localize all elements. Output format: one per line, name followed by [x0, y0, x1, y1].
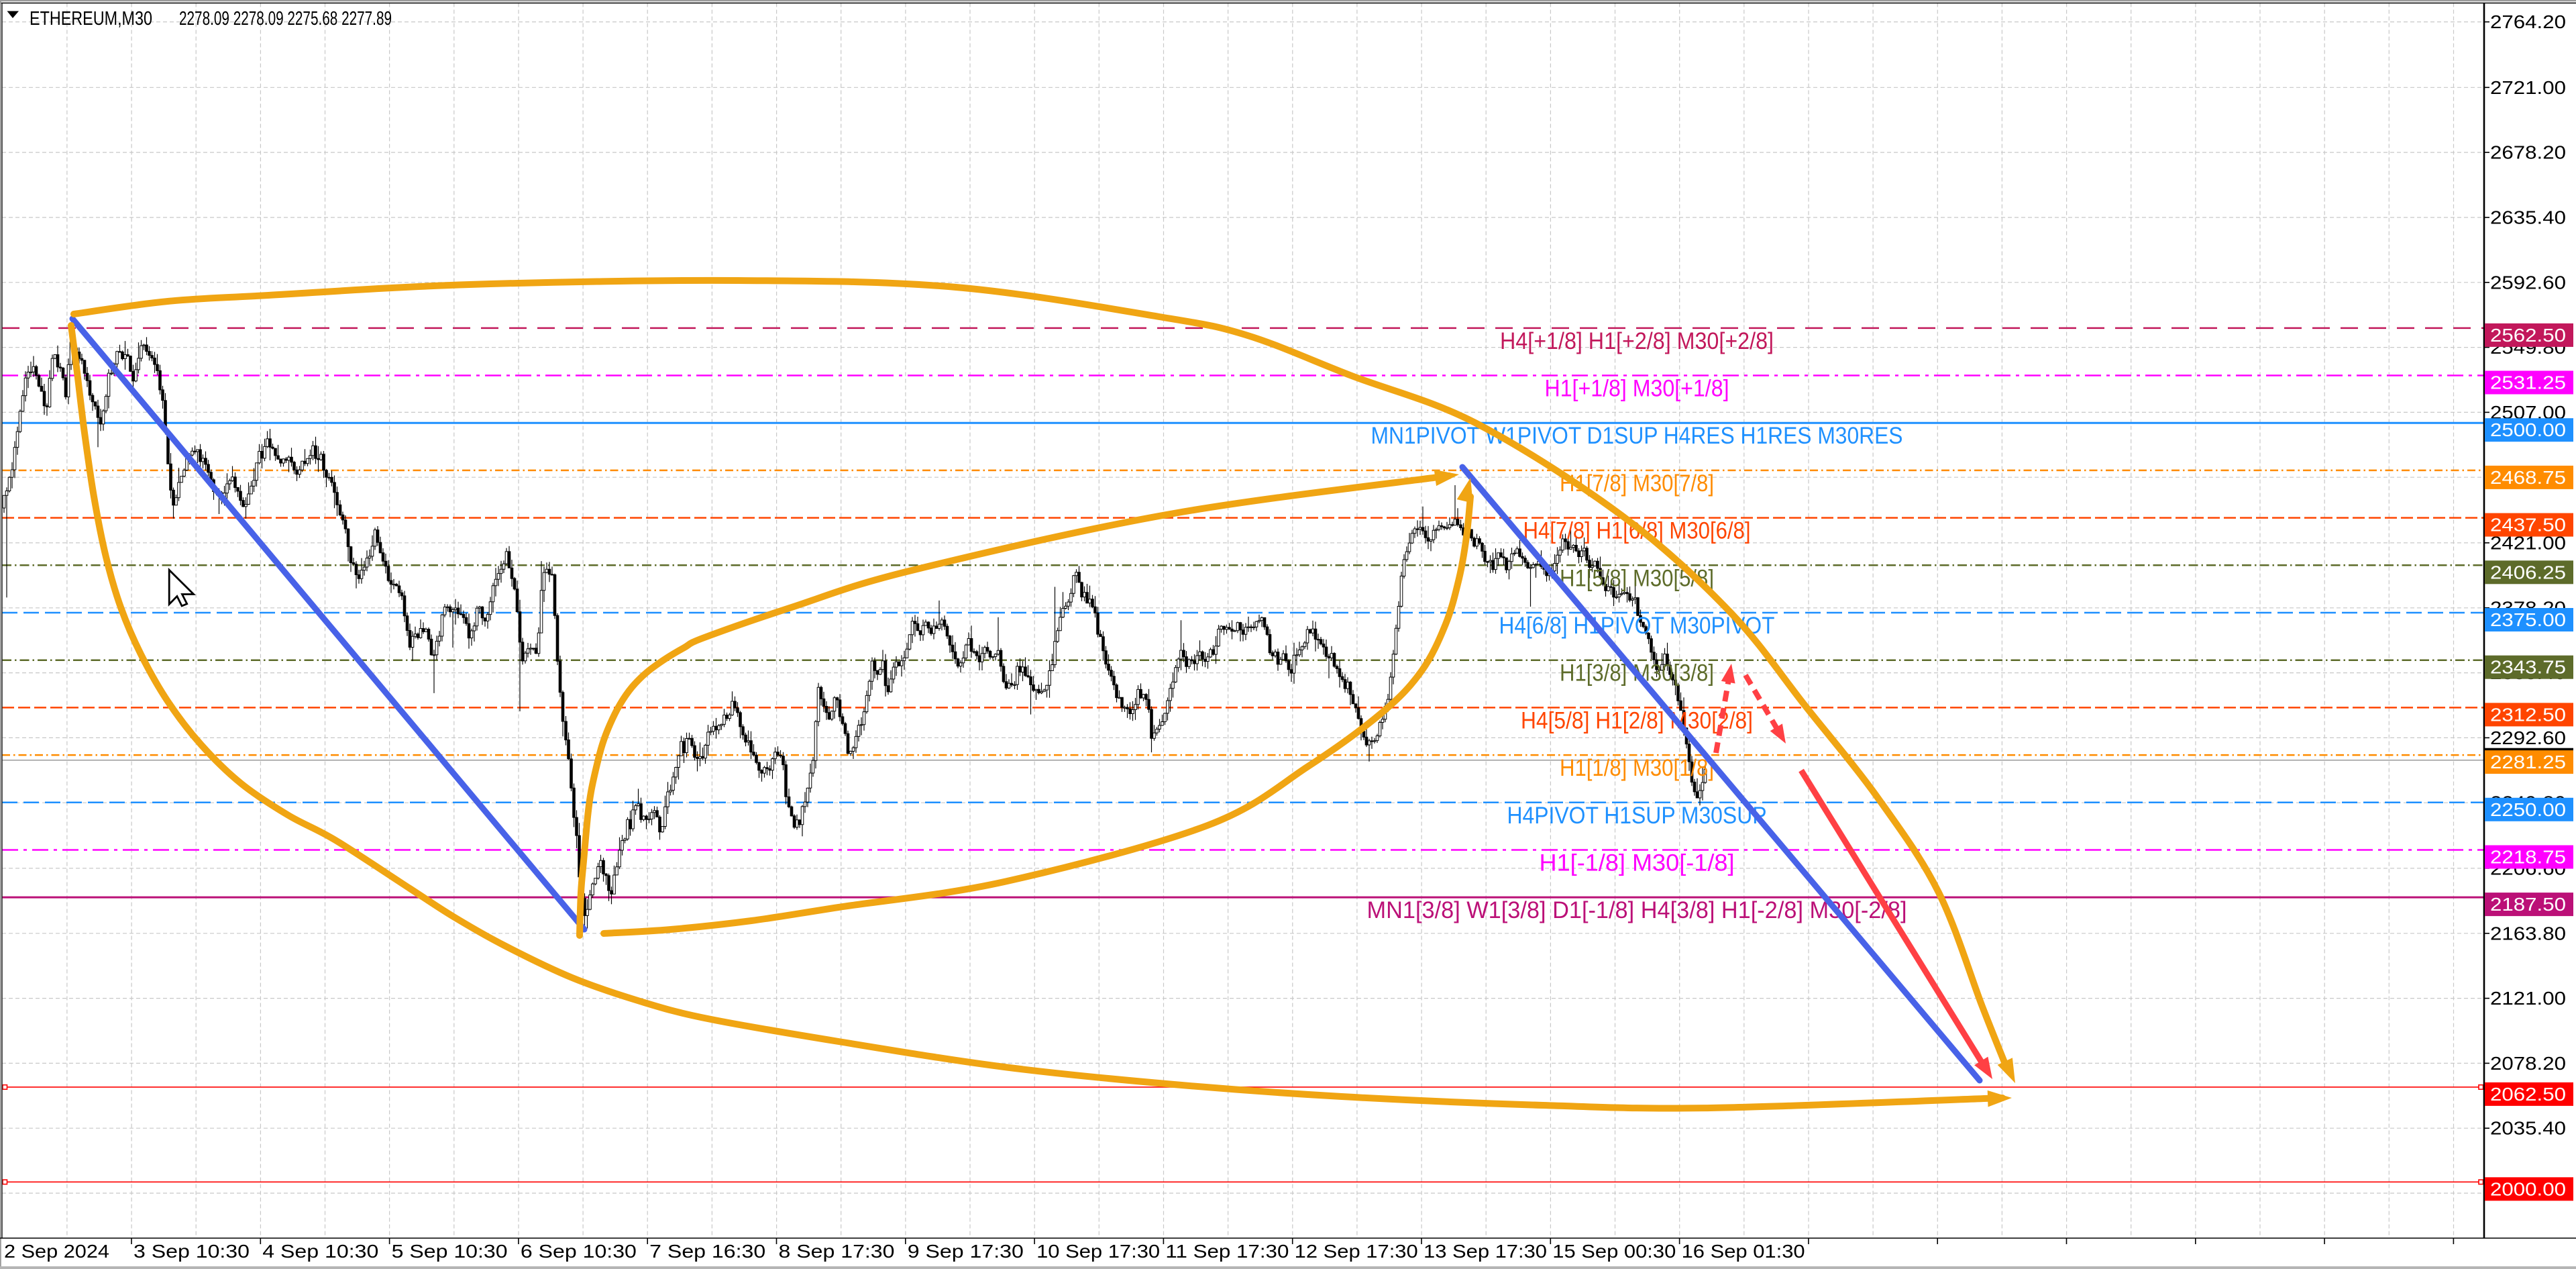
svg-text:2678.20: 2678.20: [2490, 142, 2566, 163]
svg-text:2278.09 2278.09 2275.68 2277.8: 2278.09 2278.09 2275.68 2277.89: [179, 8, 392, 30]
svg-text:MN1[3/8] W1[3/8] D1[-1/8] H4[3: MN1[3/8] W1[3/8] D1[-1/8] H4[3/8] H1[-2/…: [1367, 897, 1907, 923]
svg-text:H4[+1/8] H1[+2/8] M30[+2/8]: H4[+1/8] H1[+2/8] M30[+2/8]: [1500, 328, 1774, 354]
svg-text:H4PIVOT H1SUP M30SUP: H4PIVOT H1SUP M30SUP: [1507, 803, 1767, 829]
svg-text:2187.50: 2187.50: [2490, 894, 2566, 915]
svg-text:2562.50: 2562.50: [2490, 325, 2566, 346]
svg-text:2062.50: 2062.50: [2490, 1084, 2566, 1105]
svg-text:H4[5/8] H1[2/8] M30[2/8]: H4[5/8] H1[2/8] M30[2/8]: [1521, 707, 1753, 733]
svg-text:6 Sep 10:30: 6 Sep 10:30: [521, 1241, 637, 1262]
svg-text:2 Sep 2024: 2 Sep 2024: [4, 1241, 109, 1262]
svg-text:2078.20: 2078.20: [2490, 1053, 2566, 1074]
svg-text:MN1PIVOT W1PIVOT D1SUP H4RES H: MN1PIVOT W1PIVOT D1SUP H4RES H1RES M30RE…: [1371, 423, 1903, 449]
svg-text:2312.50: 2312.50: [2490, 704, 2566, 725]
svg-text:ETHEREUM,M30: ETHEREUM,M30: [30, 8, 152, 30]
svg-text:5 Sep 10:30: 5 Sep 10:30: [392, 1241, 508, 1262]
svg-text:7 Sep 16:30: 7 Sep 16:30: [649, 1241, 765, 1262]
svg-text:2250.00: 2250.00: [2490, 799, 2566, 820]
svg-text:2121.00: 2121.00: [2490, 988, 2566, 1009]
svg-text:13 Sep 17:30: 13 Sep 17:30: [1424, 1241, 1547, 1262]
svg-text:H4[6/8] H1PIVOT M30PIVOT: H4[6/8] H1PIVOT M30PIVOT: [1499, 613, 1775, 639]
svg-text:16 Sep 01:30: 16 Sep 01:30: [1682, 1241, 1805, 1262]
svg-text:H1[1/8] M30[1/8]: H1[1/8] M30[1/8]: [1560, 755, 1714, 781]
svg-text:2500.00: 2500.00: [2490, 419, 2566, 440]
svg-text:8 Sep 17:30: 8 Sep 17:30: [779, 1241, 895, 1262]
svg-text:12 Sep 17:30: 12 Sep 17:30: [1295, 1241, 1418, 1262]
svg-text:2635.40: 2635.40: [2490, 207, 2566, 228]
svg-text:H1[+1/8] M30[+1/8]: H1[+1/8] M30[+1/8]: [1545, 376, 1729, 402]
svg-text:H1[-1/8] M30[-1/8]: H1[-1/8] M30[-1/8]: [1540, 850, 1735, 876]
svg-text:11 Sep 17:30: 11 Sep 17:30: [1165, 1241, 1289, 1262]
svg-text:15 Sep 00:30: 15 Sep 00:30: [1552, 1241, 1676, 1262]
svg-text:2000.00: 2000.00: [2490, 1178, 2566, 1199]
svg-text:10 Sep 17:30: 10 Sep 17:30: [1036, 1241, 1160, 1262]
svg-text:2531.25: 2531.25: [2490, 372, 2566, 393]
svg-text:H1[7/8] M30[7/8]: H1[7/8] M30[7/8]: [1560, 470, 1714, 497]
svg-text:3 Sep 10:30: 3 Sep 10:30: [133, 1241, 250, 1262]
svg-text:2035.40: 2035.40: [2490, 1118, 2566, 1139]
svg-text:2592.60: 2592.60: [2490, 272, 2566, 293]
svg-text:2468.75: 2468.75: [2490, 467, 2566, 488]
svg-text:2163.80: 2163.80: [2490, 923, 2566, 944]
svg-text:2406.25: 2406.25: [2490, 562, 2566, 582]
svg-text:2281.25: 2281.25: [2490, 752, 2566, 772]
svg-text:2437.50: 2437.50: [2490, 515, 2566, 536]
svg-text:2375.00: 2375.00: [2490, 609, 2566, 630]
svg-text:9 Sep 17:30: 9 Sep 17:30: [908, 1241, 1024, 1262]
svg-text:4 Sep 10:30: 4 Sep 10:30: [262, 1241, 378, 1262]
svg-text:2218.75: 2218.75: [2490, 847, 2566, 868]
svg-text:2721.00: 2721.00: [2490, 77, 2566, 98]
svg-text:2343.75: 2343.75: [2490, 657, 2566, 678]
svg-text:2292.60: 2292.60: [2490, 727, 2566, 748]
svg-text:2764.20: 2764.20: [2490, 11, 2566, 32]
